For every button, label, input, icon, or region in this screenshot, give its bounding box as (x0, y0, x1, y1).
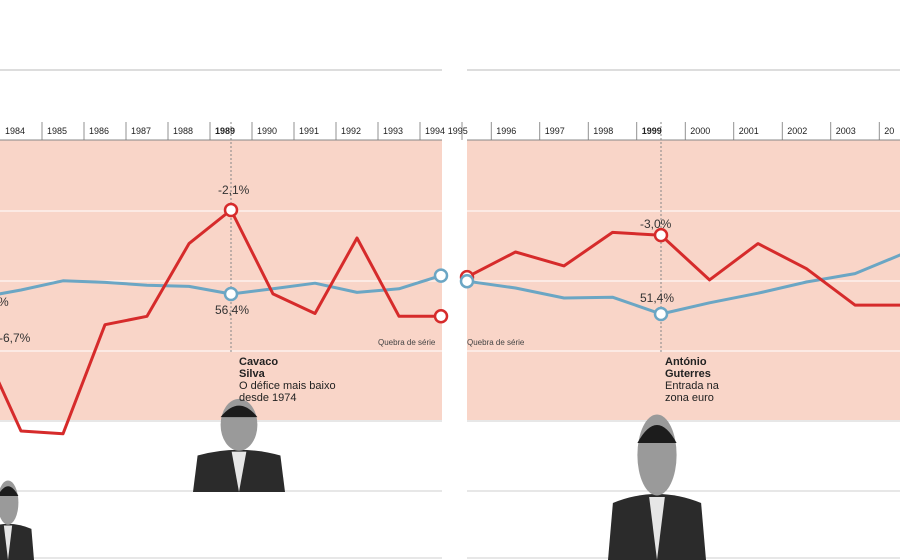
year-label: 1996 (496, 126, 516, 136)
year-label: 1987 (131, 126, 151, 136)
annotation-name-last: Silva (239, 368, 265, 380)
portrait-shirt (231, 451, 247, 492)
deficit-value-label: -2,1% (218, 183, 250, 197)
year-label: 1994 (425, 126, 445, 136)
year-label: 1990 (257, 126, 277, 136)
debt-start-marker (459, 273, 475, 289)
deficit-marker (653, 227, 669, 243)
annotation-name-last: Guterres (665, 368, 711, 380)
portrait-hair (637, 425, 677, 443)
year-label: 1998 (593, 126, 613, 136)
annotation-text-1: O défice mais baixo (239, 380, 336, 392)
annotation-cavaco-silva: Cavaco Silva O défice mais baixo desde 1… (239, 356, 336, 404)
year-label: 1989 (215, 126, 235, 136)
deficit-value-label: -3,0% (640, 217, 672, 231)
debt-value-label: 56,4% (215, 303, 249, 317)
annotation-name-first: António (665, 356, 707, 368)
portrait-hair (220, 405, 258, 418)
deficit-end-marker (433, 309, 449, 324)
year-label: 2000 (690, 126, 710, 136)
antonio-guterres-portrait (608, 414, 706, 560)
debt-marker (653, 306, 669, 322)
year-label: 1993 (383, 126, 403, 136)
year-label: 20 (884, 126, 894, 136)
annotation-text-2: desde 1974 (239, 392, 297, 404)
portrait-shirt (649, 497, 665, 560)
annotation-antonio-guterres: António Guterres Entrada na zona euro (665, 356, 719, 404)
year-label: 1986 (89, 126, 109, 136)
year-label: 2002 (787, 126, 807, 136)
debt-line (466, 253, 900, 316)
year-label: 2003 (836, 126, 856, 136)
deficit-line (466, 230, 900, 307)
year-label: 1991 (299, 126, 319, 136)
series-break-note: Quebra de série (378, 338, 436, 347)
year-label: 2001 (739, 126, 759, 136)
year-label: 1995 (448, 126, 468, 136)
debt-end-marker (433, 268, 449, 283)
portrait-shirt (3, 525, 13, 560)
cavaco-silva-portrait (193, 398, 285, 492)
deficit-shade-area (467, 140, 900, 420)
annotation-name-first: Cavaco (239, 356, 279, 368)
deficit-value-label: -6,7% (0, 331, 31, 345)
annotation-text-2: zona euro (665, 392, 714, 404)
debt-line (0, 274, 442, 296)
year-label: 1992 (341, 126, 361, 136)
debt-marker (223, 286, 239, 302)
series-break-note: Quebra de série (467, 338, 525, 347)
previous-pm-portrait (0, 480, 34, 560)
debt-value-label: % (0, 295, 9, 309)
year-label: 1985 (47, 126, 67, 136)
deficit-marker (223, 202, 239, 218)
portrait-hair (0, 486, 19, 497)
deficit-line (0, 208, 441, 436)
year-label: 1997 (545, 126, 565, 136)
year-label: 1984 (5, 126, 25, 136)
debt-value-label: 51,4% (640, 291, 674, 305)
year-label: 1999 (642, 126, 662, 136)
annotation-text-1: Entrada na (665, 380, 719, 392)
year-label: 1988 (173, 126, 193, 136)
